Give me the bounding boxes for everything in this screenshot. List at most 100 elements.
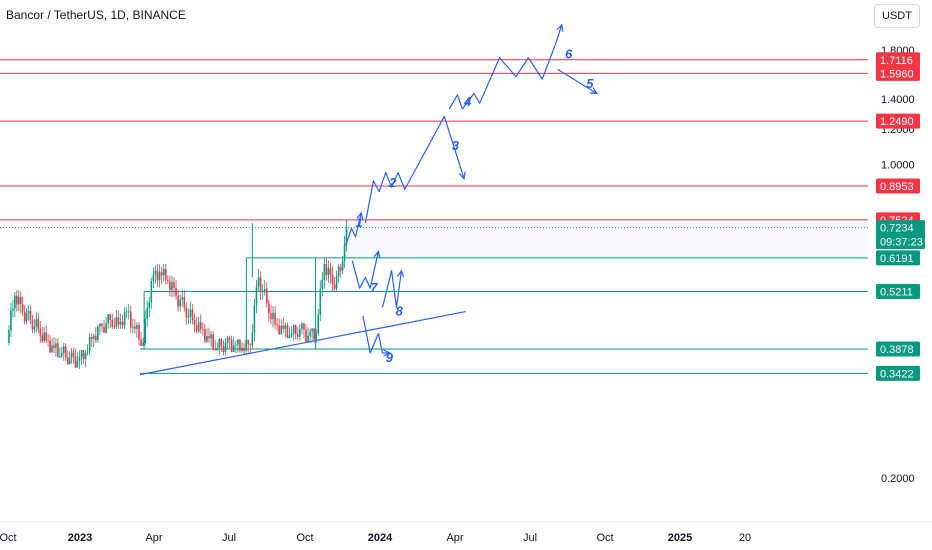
resistance-price-badge: 1.5960 [876, 65, 920, 81]
candle [268, 299, 270, 322]
candle [290, 326, 293, 339]
candle [245, 339, 247, 356]
candle [99, 323, 101, 336]
candle [74, 348, 77, 368]
arrow-head [373, 250, 381, 259]
candle [169, 275, 171, 297]
candle [66, 350, 69, 365]
candle [222, 340, 225, 356]
candle [64, 342, 67, 361]
candle [208, 327, 210, 343]
candle [167, 275, 169, 285]
candle [154, 265, 157, 284]
bar-countdown: 09:37:23 [880, 237, 923, 249]
candle [321, 272, 324, 297]
candle [323, 258, 326, 289]
candle [72, 347, 75, 365]
candle [224, 338, 227, 356]
candle [121, 314, 124, 329]
candle [177, 290, 179, 312]
candle [294, 324, 297, 340]
candle [92, 333, 95, 348]
candle [103, 319, 105, 334]
candle [10, 302, 12, 338]
candle [202, 322, 204, 336]
support-price-badge: 0.3878 [876, 341, 920, 357]
candle [189, 301, 192, 324]
candle [183, 290, 186, 312]
x-tick-label: Oct [0, 532, 17, 544]
candle [179, 294, 181, 312]
bullish-projection-path [557, 68, 598, 94]
candle [107, 314, 109, 329]
candle [228, 335, 231, 349]
candle [319, 280, 322, 321]
candle [292, 324, 295, 341]
candle [19, 291, 22, 314]
candle [337, 264, 340, 283]
candle [125, 307, 128, 319]
candle [278, 318, 280, 335]
x-tick-label: Oct [596, 532, 613, 544]
candle [37, 313, 40, 334]
candle [253, 298, 256, 342]
candle [299, 324, 301, 341]
candle [117, 311, 120, 329]
candle [35, 311, 38, 333]
candle [276, 317, 278, 331]
candle [162, 264, 165, 282]
candle [119, 313, 122, 329]
current-price-value: 0.7234 [880, 223, 914, 235]
candle [17, 290, 20, 312]
candle [31, 314, 34, 334]
candle [239, 339, 241, 353]
candle [129, 305, 132, 334]
candle [158, 264, 161, 288]
candle [45, 325, 47, 343]
arrow-head [383, 349, 392, 357]
candle [185, 302, 188, 325]
current-price-badge: 0.7234 09:37:23 [876, 220, 925, 250]
candle [311, 328, 313, 341]
wave-label: 5 [586, 76, 594, 91]
candle [144, 310, 146, 346]
candle [29, 305, 32, 325]
candle [25, 307, 28, 325]
support-price-badge: 0.5211 [876, 283, 920, 299]
candle [210, 331, 212, 348]
candle [288, 326, 291, 339]
candle [33, 318, 36, 334]
wave-label: 9 [386, 350, 394, 365]
candle [115, 309, 118, 329]
candle [193, 313, 196, 333]
candle [263, 280, 266, 296]
candle [156, 264, 159, 287]
candle [49, 335, 51, 353]
candle [82, 349, 85, 365]
support-price-badge: 0.6191 [876, 250, 920, 266]
candle [199, 314, 202, 334]
svg-text:0.3422: 0.3422 [880, 368, 914, 380]
candle [62, 342, 65, 361]
resistance-price-badge: 1.7116 [876, 52, 920, 68]
price-labels: 0.75240.89531.24901.59601.71160.61910.52… [876, 52, 925, 381]
candle [235, 340, 237, 353]
candle [243, 342, 245, 356]
currency-button[interactable]: USDT [874, 4, 920, 28]
candle [76, 352, 79, 368]
candle [226, 335, 229, 350]
candle [111, 313, 114, 329]
candle [142, 337, 144, 346]
candle [138, 322, 140, 346]
candle [327, 260, 330, 283]
candle [41, 326, 44, 343]
bullish-projection-path [364, 115, 465, 224]
candle [109, 314, 112, 329]
support-price-badge: 0.3422 [876, 365, 920, 381]
candle [339, 264, 342, 278]
candle [175, 279, 177, 300]
y-tick-label: 1.0000 [881, 159, 915, 171]
candle [272, 306, 274, 328]
candle [14, 291, 16, 318]
